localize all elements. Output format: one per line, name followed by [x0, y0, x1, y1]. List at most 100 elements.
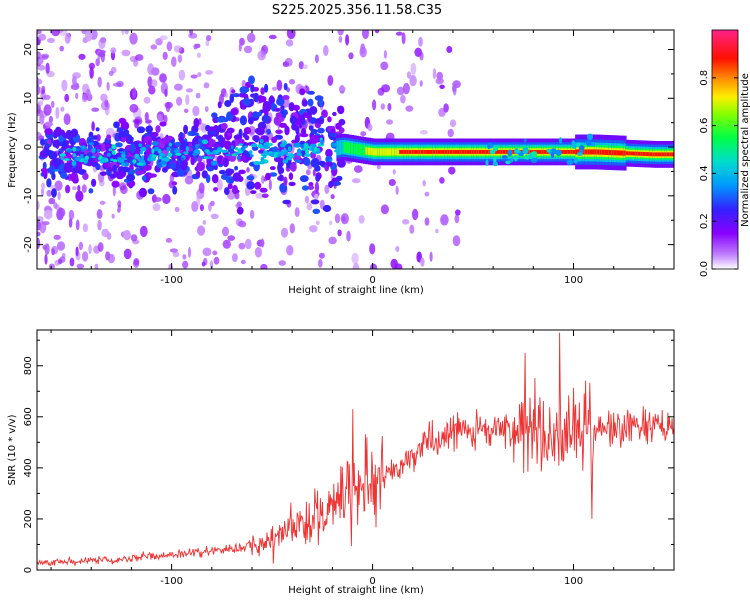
spectrogram-cell: [273, 107, 281, 112]
spectrogram-cell: [69, 257, 75, 267]
spectrogram-cell: [242, 98, 251, 106]
spectrogram-cell: [671, 152, 674, 157]
spectrogram-x-tick-label: 0: [369, 275, 375, 286]
spectrogram-cell: [95, 58, 100, 67]
spectrogram-cell: [245, 81, 251, 89]
spectrogram-cell: [123, 229, 131, 241]
spectrogram-cell: [71, 186, 77, 191]
spectrogram-cell: [248, 75, 255, 85]
spectrogram-cell: [652, 152, 656, 157]
spectrogram-cell: [346, 230, 351, 242]
spectrogram-cell: [232, 93, 241, 98]
spectrogram-frame: [36, 29, 675, 270]
spectrogram-cell: [60, 106, 65, 112]
spectrogram-cell: [41, 187, 44, 197]
spectrogram-cell: [613, 150, 617, 156]
spectrogram-cell: [123, 248, 132, 260]
spectrogram-cell: [452, 235, 461, 247]
spectrogram-cell: [287, 153, 291, 156]
spectrogram-cell: [432, 68, 437, 80]
spectrogram-cell: [211, 112, 218, 119]
spectrogram-cell: [177, 164, 182, 170]
spectrogram-cell: [38, 58, 44, 64]
spectrogram-cell: [237, 155, 241, 161]
spectrogram-cell: [309, 117, 317, 124]
spectrogram-cell: [259, 187, 268, 193]
spectrogram-cell: [330, 132, 338, 138]
spectrogram-cell: [182, 151, 189, 155]
spectrogram-cell: [91, 155, 96, 159]
spectrogram-cell: [422, 179, 426, 187]
spectrogram-cell: [314, 181, 319, 194]
spectrogram-cell: [51, 30, 60, 37]
spectrogram-cell: [51, 188, 57, 198]
spectrogram-cell: [382, 148, 386, 156]
spectrogram-cell: [419, 130, 428, 135]
spectrogram-cell: [217, 101, 222, 109]
spectrogram-cell: [106, 152, 111, 157]
spectrogram-cell: [119, 132, 127, 138]
spectrogram-x-tick-label: -100: [160, 275, 183, 286]
spectrogram-cell: [322, 204, 332, 213]
spectrogram-cell: [337, 229, 342, 237]
spectrogram-cell: [75, 246, 79, 257]
spectrogram-cell: [75, 92, 79, 100]
spectrogram-cell: [512, 150, 516, 154]
spectrogram-cell: [276, 97, 285, 106]
spectrogram-cell: [601, 149, 605, 155]
spectrogram-cell: [589, 149, 593, 155]
spectrogram-cell: [294, 134, 300, 144]
spectrogram-cell: [447, 150, 451, 154]
spectrogram-cell: [96, 209, 103, 219]
spectrogram-cell: [514, 154, 518, 162]
spectrogram-cell: [305, 149, 309, 155]
spectrogram-cell: [261, 193, 269, 199]
spectrogram-cell: [230, 108, 239, 116]
spectrogram-cell: [592, 149, 596, 155]
spectrogram-cell: [647, 152, 651, 157]
spectrogram-cell: [328, 180, 334, 189]
spectrogram-cell: [372, 148, 376, 156]
spectrogram-cell: [227, 148, 235, 153]
spectrogram-cell: [575, 149, 579, 155]
spectrogram-cell: [377, 148, 381, 156]
spectrogram-cell: [202, 247, 212, 257]
spectrogram-cell: [500, 150, 504, 154]
spectrogram-cell: [166, 146, 171, 152]
spectrogram-cell: [88, 142, 94, 146]
spectrogram-cell: [127, 136, 134, 142]
spectrogram-cell: [222, 239, 231, 249]
spectrogram-cell: [55, 107, 60, 119]
spectrogram-cell: [205, 70, 214, 75]
spectrogram-x-ticks: -100 0 100: [50, 30, 655, 286]
spectrogram-cell: [337, 30, 344, 36]
spectrogram-cell: [269, 166, 276, 171]
spectrogram-cell: [309, 134, 319, 145]
spectrogram-cell: [440, 150, 444, 154]
spectrogram-cell: [238, 220, 247, 228]
spectrogram-cell: [41, 182, 46, 190]
spectrogram-cell: [203, 82, 210, 89]
spectrogram-cell: [91, 121, 95, 132]
spectrogram-cell: [312, 169, 316, 177]
spectrogram-cell: [200, 123, 208, 133]
spectrogram-cell: [194, 143, 199, 149]
spectrogram-cell: [265, 141, 269, 146]
spectrogram-cell: [282, 95, 290, 100]
spectrogram-cell: [461, 150, 465, 154]
spectrogram-cell: [37, 78, 43, 85]
spectrogram-cell: [194, 43, 201, 49]
spectrogram-cell: [264, 83, 269, 93]
spectrogram-cell: [314, 193, 319, 200]
spectrogram-cell: [314, 95, 324, 101]
spectrogram-cell: [183, 108, 189, 114]
spectrogram-cell: [649, 152, 654, 157]
spectrogram-cell: [315, 117, 324, 124]
spectrogram-cell: [299, 144, 305, 148]
spectrogram-cell: [618, 150, 622, 156]
spectrogram-cell: [657, 152, 661, 157]
spectrogram-cell: [88, 188, 94, 194]
spectrogram-cell: [654, 152, 658, 157]
spectrogram-cell: [304, 195, 310, 204]
spectrogram-cell: [343, 141, 347, 153]
